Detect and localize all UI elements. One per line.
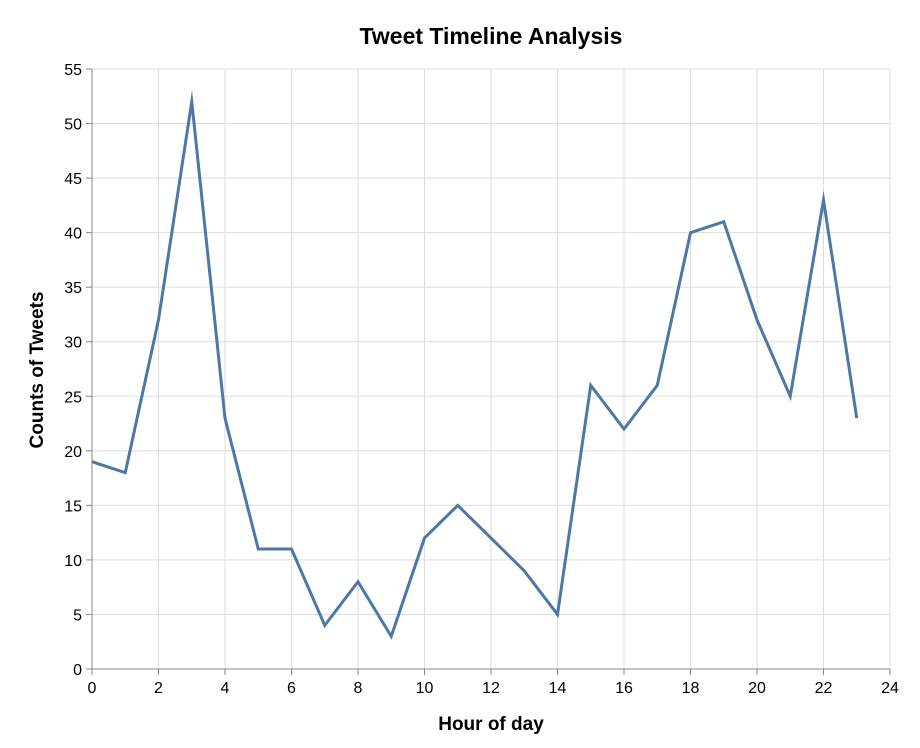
x-tick-label: 4 [221,680,230,697]
x-tick-label: 22 [815,680,833,697]
x-tick-label: 8 [354,680,363,697]
y-tick-label: 20 [64,444,82,461]
y-tick-label: 45 [64,171,82,188]
x-axis-title: Hour of day [438,714,544,735]
series-line-0 [91,89,859,640]
x-tick-label: 12 [482,680,500,697]
y-tick-label: 55 [64,62,82,79]
series-layer [91,89,859,640]
y-tick-label: 15 [64,498,82,515]
x-tick-label: 10 [416,680,434,697]
x-tick-label: 16 [615,680,633,697]
chart-title: Tweet Timeline Analysis [360,23,623,49]
y-tick-label: 40 [64,226,82,243]
y-tick-label: 25 [64,389,82,406]
x-tick-label: 18 [682,680,700,697]
y-tick-label: 0 [73,662,82,679]
y-axis-title: Counts of Tweets [27,292,48,449]
axes: 0 2 4 6 8 10 12 14 16 18 20 22 240510152025303540455… [64,62,899,697]
x-tick-label: 24 [881,680,899,697]
y-tick-label: 50 [64,117,82,134]
x-tick-label: 20 [748,680,766,697]
gridlines [91,68,891,670]
y-tick-label: 10 [64,553,82,570]
x-tick-label: 6 [287,680,296,697]
y-tick-label: 5 [73,607,82,624]
y-tick-label: 30 [64,335,82,352]
x-tick-label: 0 [88,680,97,697]
x-tick-label: 2 [154,680,163,697]
x-tick-label: 14 [549,680,567,697]
y-tick-label: 35 [64,280,82,297]
